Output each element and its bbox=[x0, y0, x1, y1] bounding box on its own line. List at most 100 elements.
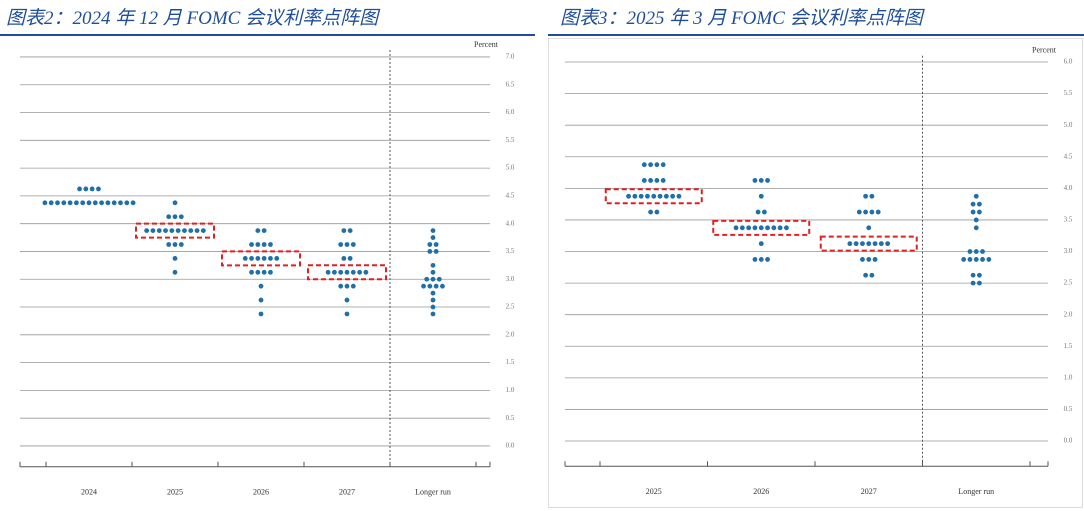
dot bbox=[654, 162, 660, 168]
dot bbox=[961, 257, 967, 262]
median-highlight bbox=[221, 250, 301, 267]
dot bbox=[86, 200, 92, 206]
dot bbox=[350, 269, 356, 275]
y-tick-label: 2.0 bbox=[1064, 310, 1073, 318]
dot bbox=[970, 272, 976, 278]
dot bbox=[258, 311, 264, 317]
dot bbox=[977, 272, 982, 278]
dot bbox=[970, 209, 976, 215]
dot bbox=[424, 276, 430, 282]
dot bbox=[347, 256, 353, 261]
dot bbox=[242, 256, 248, 261]
dot bbox=[885, 241, 891, 247]
dot bbox=[172, 256, 178, 261]
dot bbox=[427, 249, 433, 254]
dot bbox=[255, 242, 261, 247]
dot bbox=[118, 200, 123, 206]
dot bbox=[758, 193, 764, 199]
dot bbox=[758, 241, 764, 247]
dot bbox=[977, 209, 982, 215]
dot bbox=[980, 257, 985, 262]
dot bbox=[249, 256, 254, 261]
dot bbox=[74, 200, 79, 206]
dot bbox=[42, 200, 48, 206]
dot bbox=[258, 297, 264, 303]
y-axis-label: Percent bbox=[1032, 46, 1057, 55]
dot bbox=[166, 242, 172, 247]
dot bbox=[430, 290, 436, 296]
dot bbox=[274, 256, 280, 261]
x-tick-label: Longer run bbox=[958, 487, 994, 496]
dot bbox=[77, 186, 82, 192]
dot bbox=[169, 228, 175, 234]
dot bbox=[660, 162, 666, 168]
x-tick-label: 2024 bbox=[81, 488, 97, 497]
dot bbox=[83, 186, 89, 192]
y-tick-label: 6.0 bbox=[1064, 58, 1073, 66]
dot bbox=[344, 269, 350, 275]
dot bbox=[178, 214, 184, 220]
dot bbox=[338, 283, 344, 289]
y-tick-label: 0.0 bbox=[506, 442, 515, 450]
dot bbox=[863, 193, 868, 199]
dot bbox=[660, 178, 666, 183]
x-tick-label: 2027 bbox=[861, 487, 877, 496]
dot bbox=[130, 200, 136, 206]
dot bbox=[970, 201, 976, 207]
median-highlight bbox=[307, 264, 387, 281]
dot bbox=[350, 242, 356, 247]
dot bbox=[344, 242, 350, 247]
dot bbox=[977, 201, 982, 207]
dot bbox=[150, 228, 156, 234]
dot bbox=[89, 186, 95, 192]
dot bbox=[863, 209, 868, 215]
dot bbox=[856, 209, 862, 215]
dot bbox=[261, 269, 267, 275]
dot bbox=[752, 257, 758, 262]
y-tick-label: 5.5 bbox=[1064, 89, 1073, 97]
dot bbox=[344, 283, 350, 289]
y-tick-label: 3.0 bbox=[506, 275, 515, 283]
dot bbox=[784, 225, 789, 231]
dot bbox=[178, 242, 184, 247]
dot bbox=[249, 269, 254, 275]
dot bbox=[980, 249, 985, 254]
dot bbox=[433, 283, 439, 289]
dot bbox=[156, 228, 162, 234]
dot bbox=[261, 256, 267, 261]
dot bbox=[648, 178, 653, 183]
dot bbox=[48, 200, 54, 206]
dot bbox=[55, 200, 60, 206]
dot bbox=[967, 249, 973, 254]
dot bbox=[430, 269, 436, 275]
y-axis-label: Percent bbox=[474, 40, 499, 49]
dot bbox=[648, 162, 653, 168]
dot bbox=[973, 257, 979, 262]
dot bbox=[973, 249, 979, 254]
y-tick-label: 2.5 bbox=[506, 303, 515, 311]
dot bbox=[657, 193, 663, 199]
dot bbox=[430, 262, 436, 268]
dot bbox=[124, 200, 130, 206]
dot bbox=[421, 283, 426, 289]
dot bbox=[255, 269, 261, 275]
dot bbox=[440, 283, 445, 289]
median-highlight bbox=[819, 235, 918, 252]
y-tick-label: 5.5 bbox=[506, 136, 515, 144]
dot bbox=[166, 214, 172, 220]
dot bbox=[363, 269, 369, 275]
dot bbox=[175, 228, 181, 234]
dot bbox=[638, 193, 644, 199]
dot bbox=[746, 225, 752, 231]
dot bbox=[80, 200, 86, 206]
y-tick-label: 0.0 bbox=[1064, 437, 1073, 445]
y-tick-label: 1.0 bbox=[1064, 373, 1073, 381]
dot bbox=[268, 256, 273, 261]
dot bbox=[341, 256, 347, 261]
dot bbox=[866, 241, 872, 247]
dot bbox=[350, 283, 356, 289]
dot bbox=[144, 228, 150, 234]
dot bbox=[986, 257, 992, 262]
dot bbox=[249, 242, 254, 247]
